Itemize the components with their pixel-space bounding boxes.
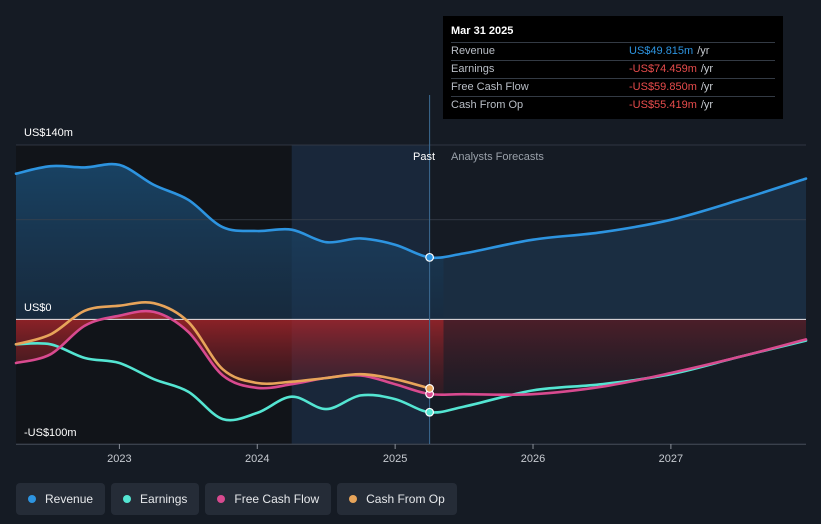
legend-dot-icon — [217, 495, 226, 503]
y-axis-bottom-label: -US$100m — [24, 427, 77, 439]
current-markers — [425, 252, 435, 417]
tooltip-date: Mar 31 2025 — [451, 25, 514, 37]
tooltip-row-label: Cash From Op — [451, 99, 524, 111]
x-tick-label: 2025 — [383, 453, 407, 465]
x-tick-label: 2027 — [659, 453, 683, 465]
tooltip-row-unit: /yr — [700, 99, 714, 111]
legend-label: Cash From Op — [366, 492, 445, 506]
tooltip-row-cash-from-op: Cash From Op -US$55.419m /yr — [451, 96, 775, 114]
loss-area-forecast — [443, 319, 806, 395]
tooltip-row-label: Free Cash Flow — [451, 81, 529, 93]
tooltip-row-unit: /yr — [700, 81, 714, 93]
revenue-area-past — [16, 164, 444, 320]
legend-item-earnings[interactable]: Earnings — [111, 483, 200, 515]
loss-area-past — [16, 311, 444, 395]
series-lines — [14, 162, 808, 422]
marker-earnings[interactable] — [425, 407, 435, 417]
legend-item-revenue[interactable]: Revenue — [16, 483, 106, 515]
x-tick-label: 2023 — [107, 453, 131, 465]
tooltip-row-label: Revenue — [451, 45, 496, 57]
tooltip-row-value: -US$74.459m — [629, 63, 697, 75]
x-axis-ticks: 2023 2024 2025 2026 2027 — [16, 444, 806, 465]
legend-dot-icon — [349, 495, 358, 503]
series-line-earnings — [14, 339, 808, 422]
marker-cash-from-op[interactable] — [425, 384, 435, 393]
tooltip-row-unit: /yr — [697, 45, 710, 57]
legend: Revenue Earnings Free Cash Flow Cash Fro… — [16, 483, 457, 515]
legend-item-cash-from-op[interactable]: Cash From Op — [337, 483, 457, 515]
legend-dot-icon — [28, 495, 36, 503]
forecast-label: Analysts Forecasts — [451, 151, 544, 163]
series-line-cash-from-op — [14, 300, 431, 390]
tooltip-row-earnings: Earnings -US$74.459m /yr — [451, 60, 775, 78]
tooltip-row-label: Earnings — [451, 63, 495, 75]
y-axis-zero-label: US$0 — [24, 302, 52, 314]
tooltip-row-revenue: Revenue US$49.815m /yr — [451, 42, 775, 60]
legend-label: Earnings — [140, 492, 188, 506]
legend-item-free-cash-flow[interactable]: Free Cash Flow — [205, 483, 332, 515]
tooltip: Mar 31 2025 Revenue US$49.815m /yr Earni… — [443, 16, 783, 119]
x-tick-label: 2026 — [521, 453, 545, 465]
area-fills — [16, 164, 806, 395]
tooltip-row-free-cash-flow: Free Cash Flow -US$59.850m /yr — [451, 78, 775, 96]
tooltip-row-unit: /yr — [700, 63, 714, 75]
past-label: Past — [413, 151, 435, 163]
legend-label: Revenue — [45, 492, 94, 506]
legend-dot-icon — [123, 495, 132, 503]
marker-revenue[interactable] — [425, 252, 435, 262]
x-tick-label: 2024 — [245, 453, 269, 465]
tooltip-row-value: -US$59.850m — [629, 81, 697, 93]
revenue-area-forecast — [443, 178, 806, 320]
legend-label: Free Cash Flow — [234, 492, 320, 506]
series-line-revenue — [14, 162, 808, 260]
tooltip-row-value: -US$55.419m — [629, 99, 697, 111]
y-axis-top-label: US$140m — [24, 127, 73, 139]
tooltip-row-value: US$49.815m — [629, 45, 694, 57]
